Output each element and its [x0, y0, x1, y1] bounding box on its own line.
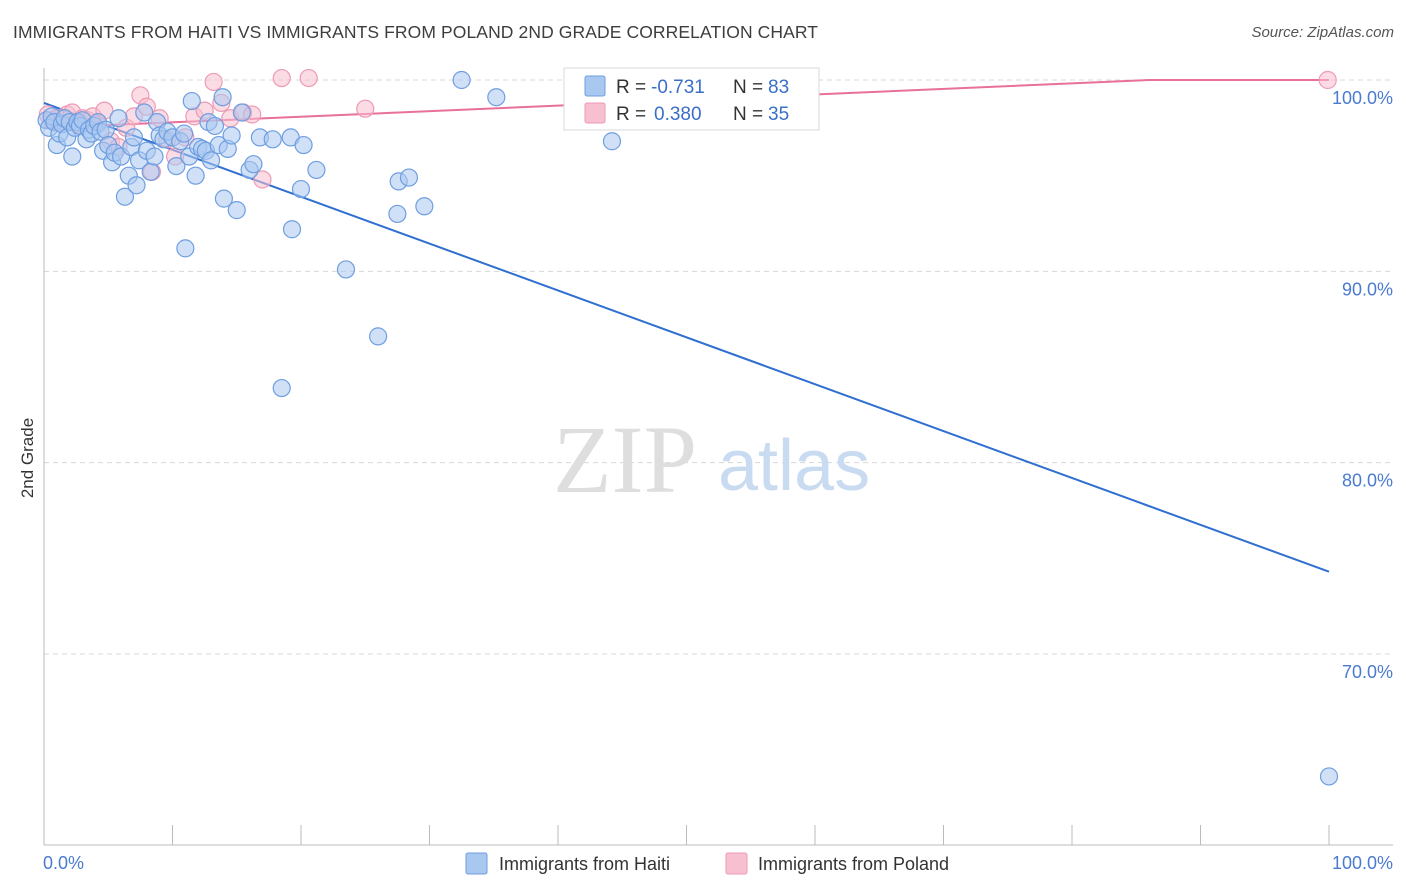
haiti-point	[201, 151, 221, 170]
haiti-point	[282, 220, 302, 239]
haiti-point	[222, 126, 241, 145]
haiti-point	[63, 147, 82, 166]
poland-point	[272, 68, 291, 88]
haiti-point	[415, 197, 434, 216]
haiti-point	[602, 132, 622, 151]
poland-point	[299, 68, 318, 88]
haiti-point	[115, 187, 135, 206]
legend-swatch-poland	[725, 852, 748, 875]
haiti-point	[1319, 767, 1339, 786]
y-tick-label-2: 80.0%	[1342, 471, 1393, 491]
y-tick-label-3: 70.0%	[1342, 662, 1393, 682]
poland-r-value: 0.380	[654, 104, 702, 125]
source-credit: Source: ZipAtlas.com	[1251, 24, 1394, 41]
haiti-point	[399, 168, 419, 187]
haiti-point	[182, 91, 201, 111]
haiti-n-value: 83	[768, 77, 789, 98]
haiti-point	[369, 327, 388, 346]
haiti-points	[37, 70, 1339, 786]
haiti-point	[213, 88, 232, 107]
haiti-point	[388, 204, 407, 224]
y-tick-label-1: 90.0%	[1342, 279, 1393, 299]
haiti-point	[145, 147, 164, 166]
haiti-point	[109, 109, 128, 128]
haiti-point	[141, 162, 160, 181]
legend-label-haiti: Immigrants from Haiti	[499, 854, 670, 874]
stats-legend: R = -0.731 N = 83 R = 0.380 N = 35	[563, 67, 820, 131]
haiti-point	[232, 103, 251, 122]
haiti-n-label: N =	[733, 77, 763, 98]
haiti-point	[244, 155, 263, 174]
haiti-r-value: -0.731	[651, 77, 705, 98]
poland-trend-line	[43, 79, 1329, 129]
haiti-point	[186, 166, 205, 185]
y-tick-label-0: 100.0%	[1332, 88, 1393, 108]
haiti-point	[452, 70, 471, 90]
haiti-point	[336, 260, 356, 279]
legend-swatch-haiti	[465, 852, 488, 875]
haiti-point	[167, 157, 186, 176]
haiti-point	[174, 124, 194, 143]
haiti-point	[205, 116, 225, 136]
haiti-point	[291, 179, 311, 199]
haiti-point	[124, 128, 144, 147]
haiti-point	[263, 130, 282, 149]
stats-legend-box	[563, 67, 820, 131]
haiti-point	[135, 103, 154, 122]
x-tick-label-max: 100.0%	[1332, 853, 1393, 873]
x-tick-label-min: 0.0%	[43, 853, 84, 873]
poland-point	[253, 170, 272, 189]
haiti-point	[176, 239, 195, 258]
chart-title: IMMIGRANTS FROM HAITI VS IMMIGRANTS FROM…	[13, 22, 819, 42]
haiti-r-label: R =	[616, 77, 646, 98]
watermark-zip: ZIP	[553, 406, 697, 513]
x-ticks	[172, 825, 1330, 845]
series-legend: Immigrants from Haiti Immigrants from Po…	[465, 852, 949, 875]
poland-legend-swatch	[584, 102, 606, 124]
y-axis-label: 2nd Grade	[18, 418, 37, 498]
poland-n-label: N =	[733, 104, 763, 125]
haiti-point	[214, 189, 233, 208]
haiti-legend-swatch	[584, 75, 606, 97]
legend-label-poland: Immigrants from Poland	[758, 854, 949, 874]
haiti-point	[272, 378, 291, 398]
poland-r-label: R =	[616, 104, 646, 125]
haiti-point	[294, 135, 313, 155]
watermark-atlas: atlas	[718, 426, 870, 506]
haiti-point	[227, 201, 246, 220]
haiti-point	[127, 176, 146, 195]
y-tick-labels: 100.0% 90.0% 80.0% 70.0%	[1332, 88, 1393, 682]
poland-point	[204, 72, 223, 92]
axes	[43, 68, 1393, 846]
poland-point	[1318, 70, 1337, 90]
haiti-point	[307, 160, 326, 180]
haiti-point	[487, 88, 506, 107]
poland-point	[356, 99, 375, 118]
poland-n-value: 35	[768, 104, 789, 125]
